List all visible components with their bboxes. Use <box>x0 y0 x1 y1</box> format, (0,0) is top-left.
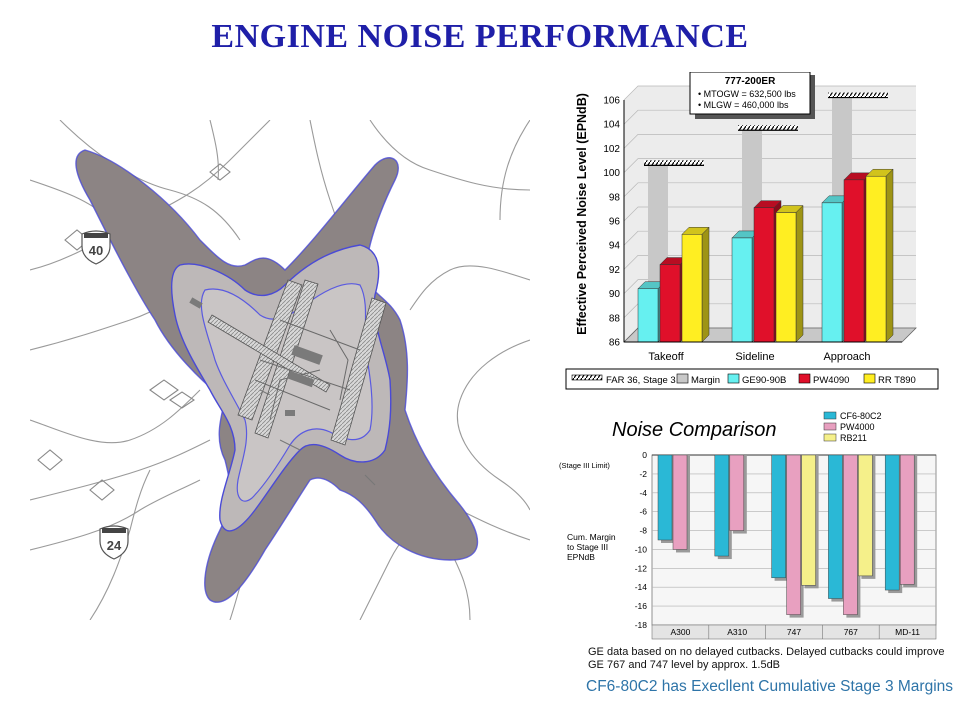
bar-rb211 <box>801 454 819 589</box>
y-tick-label: -8 <box>639 526 647 536</box>
svg-text:40: 40 <box>89 243 103 258</box>
category-label: A310 <box>727 627 747 637</box>
bar-cf6-80c2 <box>884 454 903 594</box>
chart-legend: FAR 36, Stage 3 Margin GE90-90B PW4090 R… <box>565 368 939 390</box>
category-label: Sideline <box>735 351 774 363</box>
bar-pw4000 <box>843 454 861 618</box>
y-tick-label: -4 <box>639 488 647 498</box>
legend-cf6: CF6-80C2 <box>840 411 882 421</box>
y-tick-label: -12 <box>635 563 648 573</box>
category-label: MD-11 <box>895 627 920 637</box>
interstate-24-shield: 24 <box>99 525 129 560</box>
legend-rrt890: RR T890 <box>878 375 916 386</box>
category-label: 747 <box>787 627 801 637</box>
bar-cf6-80c2 <box>657 454 675 543</box>
y-tick-label: -14 <box>635 582 648 592</box>
y-axis-label-line-1: Cum. Margin <box>567 532 616 542</box>
epnl-bar-chart: 86 88 90 92 94 96 98 100 102 104 106 Takeoff Sideli… <box>565 72 939 390</box>
category-label: Approach <box>823 351 870 363</box>
legend-ge90: GE90-90B <box>742 375 786 386</box>
interstate-40-shield: 40 <box>81 230 111 265</box>
annotation-line-2: • MLGW = 460,000 lbs <box>698 100 789 110</box>
y-tick-label: -18 <box>635 620 648 630</box>
bar-pw4000 <box>729 454 747 534</box>
far36-limit-line <box>738 125 798 131</box>
y-axis-label: Cum. Margin to Stage III EPNdB <box>567 532 616 562</box>
legend-rb211: RB211 <box>840 433 867 443</box>
noise-comparison-chart: Noise Comparison 0 -2 -4 -6 -8 -10 -12 -14 -16 -1… <box>559 411 937 640</box>
y-tick-label: 90 <box>609 289 621 300</box>
aircraft-info-box: 777-200ER • MTOGW = 632,500 lbs • MLGW =… <box>689 72 815 119</box>
annotation-title: 777-200ER <box>725 76 776 87</box>
legend-pw4000: PW4000 <box>840 422 875 432</box>
footnote: GE data based on no delayed cutbacks. De… <box>588 646 945 671</box>
y-tick-label: 98 <box>609 192 621 203</box>
y-tick-label: 92 <box>609 265 621 276</box>
category-label: Takeoff <box>648 351 684 363</box>
y-tick-label: -16 <box>635 601 648 611</box>
bar-pw4000 <box>786 454 804 618</box>
chart-legend: CF6-80C2 PW4000 RB211 <box>823 411 882 443</box>
bar-cf6-80c2 <box>714 454 732 560</box>
bar-cf6-80c2 <box>771 454 789 581</box>
bar-cf6-80c2 <box>828 454 846 602</box>
category-label: 767 <box>844 627 858 637</box>
airport-noise-contour-map: 40 24 <box>30 120 530 620</box>
annotation-line-1: • MTOGW = 632,500 lbs <box>698 89 796 99</box>
y-tick-label: 94 <box>609 241 621 252</box>
svg-text:24: 24 <box>107 538 122 553</box>
y-tick-label: 86 <box>609 338 621 349</box>
bar-rb211 <box>858 454 876 579</box>
tagline: CF6-80C2 has Execllent Cumulative Stage … <box>586 678 954 695</box>
y-axis-label-line-2: to Stage III <box>567 542 608 552</box>
legend-far36: FAR 36, Stage 3 <box>606 375 676 386</box>
y-axis-label-line-3: EPNdB <box>567 552 595 562</box>
legend-margin: Margin <box>691 375 720 386</box>
chart-title: Noise Comparison <box>612 419 777 441</box>
y-tick-label: -2 <box>639 469 647 479</box>
y-tick-label: 88 <box>609 313 621 324</box>
bar-rr-t890 <box>775 204 804 343</box>
y-tick-label: 104 <box>603 120 620 131</box>
y-tick-label: -10 <box>635 544 648 554</box>
bar-pw4000 <box>899 454 918 588</box>
legend-pw4090: PW4090 <box>813 375 849 386</box>
bar-rr-t890 <box>865 168 894 343</box>
page-title: ENGINE NOISE PERFORMANCE <box>211 18 749 55</box>
road-network <box>30 120 530 620</box>
y-tick-label: 0 <box>642 450 647 460</box>
far36-limit-line <box>828 92 888 98</box>
bar-rr-t890 <box>681 226 710 343</box>
category-label: A300 <box>670 627 690 637</box>
y-tick-label: 96 <box>609 217 621 228</box>
y-tick-label: -6 <box>639 507 647 517</box>
y-tick-label: 100 <box>603 168 620 179</box>
far36-limit-line <box>644 160 704 166</box>
y-tick-label: 102 <box>603 144 620 155</box>
y-axis-label: Effective Perceived Noise Level (EPNdB) <box>575 93 589 335</box>
bar-pw4000 <box>672 454 690 553</box>
stage-iii-limit-label: (Stage III Limit) <box>559 461 610 470</box>
y-tick-label: 106 <box>603 96 620 107</box>
